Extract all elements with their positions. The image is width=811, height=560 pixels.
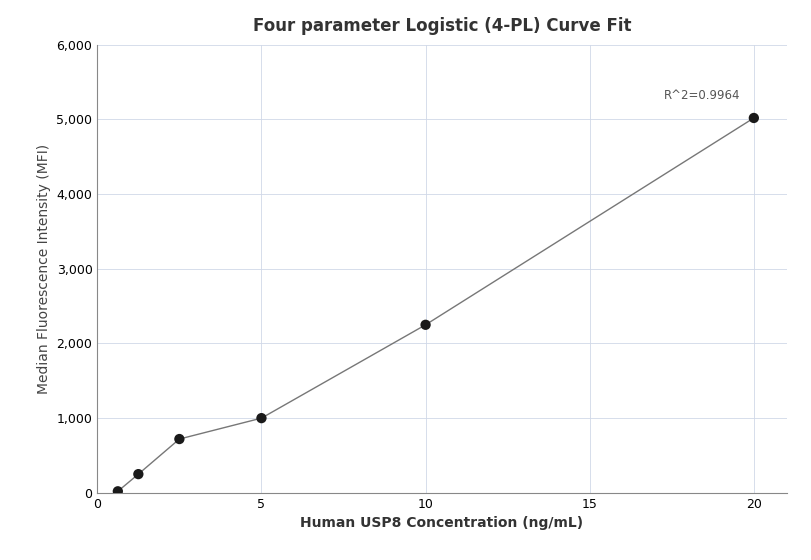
- Point: [132, 470, 145, 479]
- Point: [173, 435, 186, 444]
- Point: [748, 114, 761, 123]
- X-axis label: Human USP8 Concentration (ng/mL): Human USP8 Concentration (ng/mL): [300, 516, 584, 530]
- Point: [111, 487, 124, 496]
- Point: [255, 414, 268, 423]
- Text: R^2=0.9964: R^2=0.9964: [664, 89, 740, 102]
- Y-axis label: Median Fluorescence Intensity (MFI): Median Fluorescence Intensity (MFI): [37, 144, 51, 394]
- Title: Four parameter Logistic (4-PL) Curve Fit: Four parameter Logistic (4-PL) Curve Fit: [253, 17, 631, 35]
- Point: [419, 320, 432, 329]
